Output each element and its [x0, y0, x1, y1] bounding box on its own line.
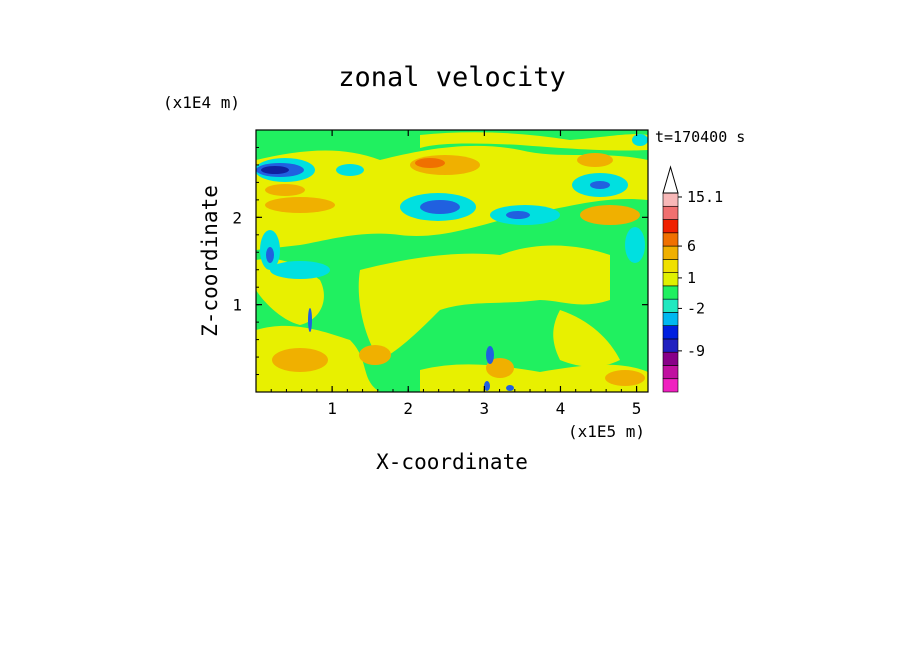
colorbar-swatch — [662, 232, 679, 247]
x-axis-unit: (x1E5 m) — [568, 422, 645, 441]
colorbar-swatch — [662, 298, 679, 313]
colorbar-label: -2 — [687, 299, 705, 317]
time-label: t=170400 s — [655, 128, 745, 146]
axis-ticks: 1 2 3 4 5 1 2 — [232, 130, 648, 418]
colorbar-swatch — [662, 378, 679, 393]
y-tick-label: 1 — [232, 296, 242, 315]
y-axis-unit: (x1E4 m) — [163, 93, 240, 112]
colorbar-label: 15.1 — [687, 188, 723, 206]
colorbar-swatch — [662, 245, 679, 260]
plot-area: 1 2 3 4 5 1 2 — [232, 129, 649, 418]
contour-field — [256, 130, 648, 392]
chart-title: zonal velocity — [338, 62, 566, 93]
y-axis-label: Z-coordinate — [198, 185, 222, 337]
colorbar-swatch — [662, 205, 679, 220]
colorbar-label: 1 — [687, 269, 696, 287]
colorbar-swatch — [662, 312, 679, 326]
y-tick-label: 2 — [232, 208, 242, 227]
colorbar-swatch — [662, 325, 679, 340]
colorbar: 15.1 6 1 -2 -9 — [662, 165, 723, 393]
colorbar-swatch — [662, 259, 679, 273]
x-tick-label: 4 — [556, 399, 566, 418]
colorbar-swatch — [662, 351, 679, 366]
colorbar-swatch — [662, 365, 679, 380]
colorbar-swatch — [662, 285, 679, 300]
x-tick-label: 5 — [632, 399, 642, 418]
colorbar-swatch — [662, 219, 679, 234]
colorbar-swatch — [662, 338, 679, 353]
x-tick-label: 3 — [480, 399, 490, 418]
x-tick-label: 1 — [327, 399, 337, 418]
colorbar-swatch — [662, 272, 679, 287]
x-tick-label: 2 — [403, 399, 413, 418]
colorbar-label: 6 — [687, 237, 696, 255]
plot-frame — [255, 129, 649, 393]
colorbar-extend-max — [662, 165, 679, 194]
colorbar-swatch — [662, 192, 679, 207]
x-axis-label: X-coordinate — [376, 450, 528, 474]
colorbar-label: -9 — [687, 342, 705, 360]
